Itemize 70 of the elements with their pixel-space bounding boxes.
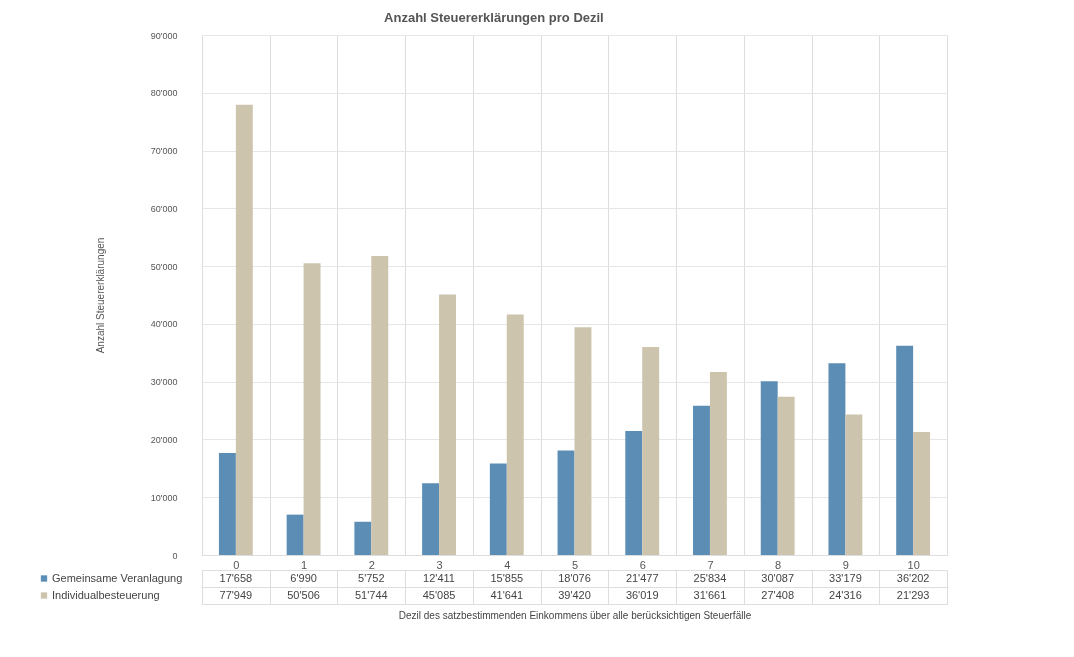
x-tick-label: 10 <box>907 558 920 571</box>
y-tick-label: 30'000 <box>150 377 178 388</box>
data-label: 77'949 <box>219 588 253 601</box>
y-tick-label: 40'000 <box>150 319 178 330</box>
x-tick-label: 2 <box>368 558 375 571</box>
data-label: 5'752 <box>358 571 385 584</box>
data-label: 18'076 <box>558 571 591 584</box>
data-label: 39'420 <box>558 588 591 601</box>
data-label: 24'316 <box>829 588 862 601</box>
data-label: 17'658 <box>219 571 253 584</box>
bar <box>303 263 321 555</box>
data-label: 50'506 <box>287 588 320 601</box>
y-axis-title: Anzahl Steuererklärungen <box>94 237 106 354</box>
data-label: 45'085 <box>422 588 456 601</box>
y-tick-label: 80'000 <box>150 88 178 99</box>
data-label: 36'019 <box>625 588 659 601</box>
data-label: 15'855 <box>490 571 524 584</box>
bar <box>235 104 253 555</box>
y-tick-label: 0 <box>172 550 178 561</box>
bar <box>557 450 575 555</box>
x-tick-label: 5 <box>571 558 579 571</box>
data-label: 33'179 <box>829 571 862 584</box>
y-tick-label: 70'000 <box>150 146 178 157</box>
data-label: 41'641 <box>490 588 524 601</box>
data-label: 31'661 <box>693 588 727 601</box>
bar <box>218 452 236 555</box>
bar <box>709 372 727 555</box>
bar <box>506 314 524 555</box>
data-label: 12'411 <box>423 571 455 584</box>
data-label: 30'087 <box>761 571 795 584</box>
data-label: 6'990 <box>290 571 317 584</box>
bar <box>828 363 846 555</box>
chart-title: Anzahl Steuererklärungen pro Dezil <box>384 10 604 25</box>
x-tick-label: 7 <box>707 558 714 571</box>
x-tick-label: 3 <box>436 558 443 571</box>
bar <box>354 521 372 555</box>
y-tick-label: 20'000 <box>150 434 178 445</box>
bar <box>693 405 710 555</box>
bar <box>760 381 778 555</box>
x-tick-label: 9 <box>842 558 849 571</box>
legend-label: Gemeinsame Veranlagung <box>52 571 183 584</box>
y-tick-label: 90'000 <box>150 30 178 41</box>
x-tick-label: 0 <box>233 558 240 571</box>
y-tick-label: 10'000 <box>150 492 178 503</box>
bar <box>439 294 456 555</box>
y-tick-label: 60'000 <box>150 203 178 214</box>
data-label: 21'477 <box>625 571 659 584</box>
legend-label: Individualbesteuerung <box>52 588 160 601</box>
bar <box>286 514 304 555</box>
x-tick-label: 8 <box>775 558 782 571</box>
bar <box>489 463 507 555</box>
x-axis-title: Dezil des satzbestimmenden Einkommens über alle berücksichtigen Steuerfälle <box>398 609 752 621</box>
data-label: 36'202 <box>896 571 930 584</box>
bar <box>625 430 643 555</box>
data-label: 27'408 <box>761 588 795 601</box>
x-tick-label: 6 <box>639 558 646 571</box>
bar <box>574 327 592 555</box>
y-tick-label: 50'000 <box>150 261 178 272</box>
data-label: 51'744 <box>354 588 388 601</box>
data-label: 21'293 <box>896 588 930 601</box>
x-tick-label: 1 <box>301 558 308 571</box>
bar <box>913 431 931 555</box>
x-tick-label: 4 <box>504 558 511 571</box>
bar <box>642 346 660 555</box>
bar <box>896 345 914 555</box>
data-label: 25'834 <box>693 571 727 584</box>
bar <box>777 396 795 555</box>
bar <box>371 256 389 555</box>
bar <box>422 483 440 555</box>
bar <box>845 414 863 555</box>
